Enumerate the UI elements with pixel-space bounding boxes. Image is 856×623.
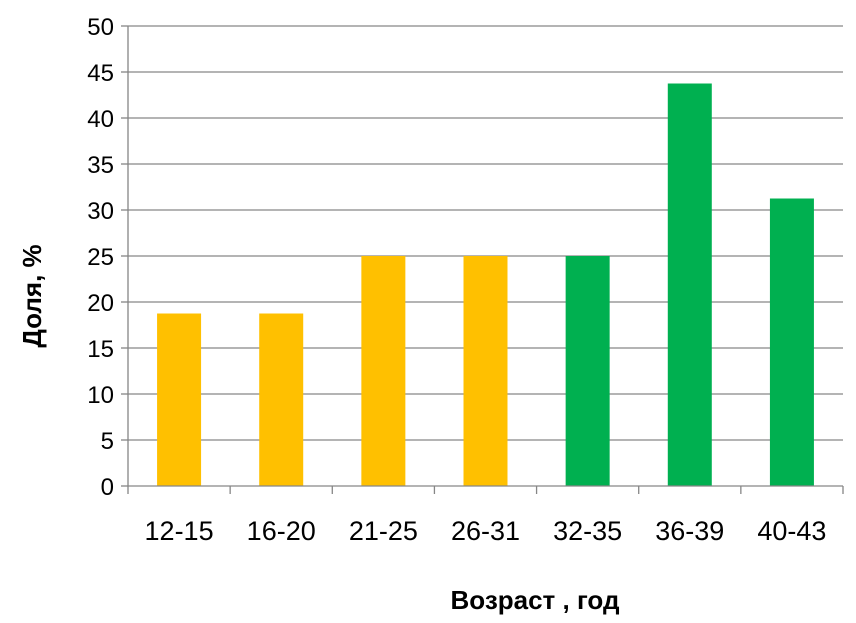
y-tick-label: 40 bbox=[87, 106, 114, 133]
bar-12-15 bbox=[157, 313, 202, 486]
x-tick-label: 21-25 bbox=[349, 516, 418, 546]
y-tick-label: 0 bbox=[101, 474, 114, 501]
y-tick-label: 10 bbox=[87, 382, 114, 409]
x-tick-label: 26-31 bbox=[451, 516, 520, 546]
x-tick-label: 32-35 bbox=[553, 516, 622, 546]
y-tick-label: 30 bbox=[87, 198, 114, 225]
x-tick-label: 12-15 bbox=[145, 516, 214, 546]
y-tick-label: 45 bbox=[87, 60, 114, 87]
axes bbox=[121, 25, 844, 494]
y-tick-label: 20 bbox=[87, 290, 114, 317]
x-axis-title: Возраст , год bbox=[451, 585, 620, 615]
bar-32-35 bbox=[565, 256, 610, 486]
bar-26-31 bbox=[463, 256, 508, 486]
y-tick-label: 25 bbox=[87, 244, 114, 271]
y-tick-label: 35 bbox=[87, 152, 114, 179]
bar-16-20 bbox=[259, 313, 304, 486]
y-tick-label: 5 bbox=[101, 428, 114, 455]
bar-40-43 bbox=[769, 198, 814, 486]
bars bbox=[157, 83, 814, 486]
bar-21-25 bbox=[361, 256, 406, 486]
y-tick-label: 50 bbox=[87, 14, 114, 41]
bar-36-39 bbox=[667, 83, 712, 486]
x-tick-label: 36-39 bbox=[655, 516, 724, 546]
x-tick-label: 16-20 bbox=[247, 516, 316, 546]
y-tick-labels: 0 5 10 15 20 25 30 35 40 45 50 bbox=[87, 14, 114, 501]
y-axis-title: Доля, % bbox=[17, 244, 47, 347]
x-tick-labels: 12-15 16-20 21-25 26-31 32-35 36-39 40-43 bbox=[145, 516, 827, 546]
x-tick-label: 40-43 bbox=[757, 516, 826, 546]
y-tick-label: 15 bbox=[87, 336, 114, 363]
